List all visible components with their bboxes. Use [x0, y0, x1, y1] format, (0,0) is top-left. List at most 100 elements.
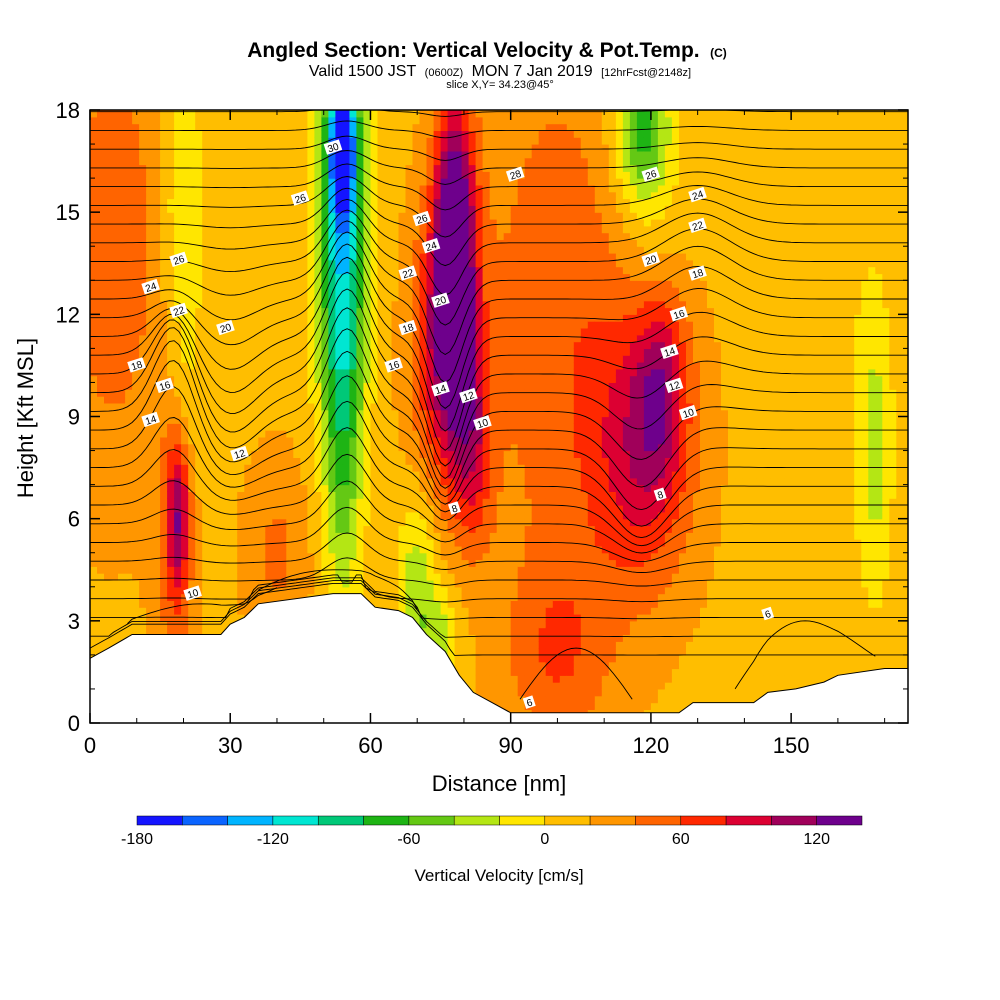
velocity-cell: [307, 362, 315, 370]
velocity-cell: [104, 430, 112, 438]
velocity-cell: [118, 362, 126, 370]
velocity-cell: [342, 416, 350, 424]
velocity-cell: [209, 287, 217, 295]
velocity-cell: [391, 511, 400, 520]
velocity-cell: [174, 457, 182, 465]
velocity-cell: [272, 416, 280, 424]
velocity-cell: [272, 110, 280, 118]
velocity-cell: [433, 355, 442, 363]
velocity-cell: [258, 402, 266, 411]
velocity-cell: [405, 300, 414, 309]
velocity-cell: [167, 341, 175, 349]
velocity-cell: [440, 171, 449, 179]
velocity-cell: [398, 498, 407, 506]
velocity-cell: [454, 627, 463, 635]
velocity-cell: [216, 389, 224, 397]
velocity-cell: [104, 450, 112, 458]
velocity-cell: [237, 491, 245, 499]
velocity-cell: [230, 368, 238, 377]
velocity-cell: [97, 253, 105, 261]
velocity-cell: [146, 471, 154, 479]
velocity-cell: [132, 430, 140, 438]
velocity-cell: [258, 450, 266, 458]
velocity-cell: [433, 518, 442, 527]
velocity-cell: [258, 423, 266, 431]
velocity-cell: [349, 464, 357, 472]
velocity-cell: [111, 396, 119, 404]
velocity-cell: [230, 423, 238, 431]
velocity-cell: [125, 471, 133, 479]
velocity-cell: [405, 375, 414, 383]
velocity-cell: [349, 559, 357, 567]
velocity-cell: [125, 355, 133, 363]
velocity-cell: [244, 123, 252, 131]
velocity-cell: [272, 232, 280, 240]
velocity-cell: [468, 661, 477, 670]
velocity-cell: [265, 559, 273, 567]
velocity-cell: [97, 328, 105, 336]
velocity-cell: [132, 314, 140, 322]
velocity-cell: [125, 253, 133, 261]
velocity-cell: [90, 382, 98, 390]
velocity-cell: [412, 137, 421, 145]
velocity-cell: [209, 239, 217, 247]
velocity-cell: [216, 253, 224, 261]
velocity-cell: [97, 341, 105, 349]
velocity-cell: [405, 559, 414, 567]
velocity-cell: [356, 375, 364, 383]
velocity-cell: [468, 586, 477, 595]
velocity-cell: [314, 164, 322, 172]
velocity-cell: [433, 328, 442, 336]
velocity-cell: [349, 396, 357, 404]
velocity-cell: [398, 341, 407, 349]
velocity-cell: [447, 634, 456, 642]
velocity-cell: [230, 430, 238, 438]
velocity-cell: [279, 382, 287, 390]
velocity-cell: [307, 110, 315, 118]
velocity-cell: [377, 525, 386, 533]
velocity-cell: [321, 402, 329, 411]
velocity-cell: [139, 593, 147, 601]
velocity-cell: [300, 232, 308, 240]
velocity-cell: [342, 266, 350, 275]
velocity-cell: [111, 559, 119, 567]
velocity-cell: [251, 205, 259, 213]
velocity-cell: [440, 620, 449, 629]
velocity-cell: [286, 552, 294, 561]
velocity-cell: [265, 239, 273, 247]
velocity-cell: [307, 436, 315, 445]
velocity-cell: [356, 471, 364, 479]
velocity-cell: [132, 171, 140, 179]
velocity-cell: [237, 402, 245, 411]
velocity-cell: [433, 491, 442, 499]
velocity-cell: [377, 580, 386, 588]
velocity-cell: [440, 348, 449, 356]
velocity-cell: [118, 607, 126, 615]
velocity-cell: [125, 430, 133, 438]
velocity-cell: [167, 348, 175, 356]
velocity-cell: [188, 552, 196, 561]
velocity-cell: [258, 580, 266, 588]
velocity-cell: [356, 144, 364, 152]
velocity-cell: [468, 232, 477, 240]
velocity-cell: [356, 477, 364, 486]
velocity-cell: [307, 266, 315, 275]
velocity-cell: [146, 518, 154, 527]
velocity-cell: [181, 559, 189, 567]
velocity-cell: [251, 436, 259, 445]
velocity-cell: [314, 232, 322, 240]
velocity-cell: [377, 253, 386, 261]
velocity-cell: [230, 307, 238, 315]
velocity-cell: [454, 634, 463, 642]
velocity-cell: [174, 266, 182, 275]
velocity-cell: [356, 464, 364, 472]
velocity-cell: [314, 144, 322, 152]
velocity-cell: [174, 559, 182, 567]
velocity-cell: [272, 293, 280, 302]
velocity-cell: [370, 341, 379, 349]
velocity-cell: [160, 525, 168, 533]
velocity-cell: [188, 545, 196, 554]
velocity-cell: [153, 545, 161, 554]
velocity-cell: [223, 518, 231, 527]
velocity-cell: [321, 171, 329, 179]
